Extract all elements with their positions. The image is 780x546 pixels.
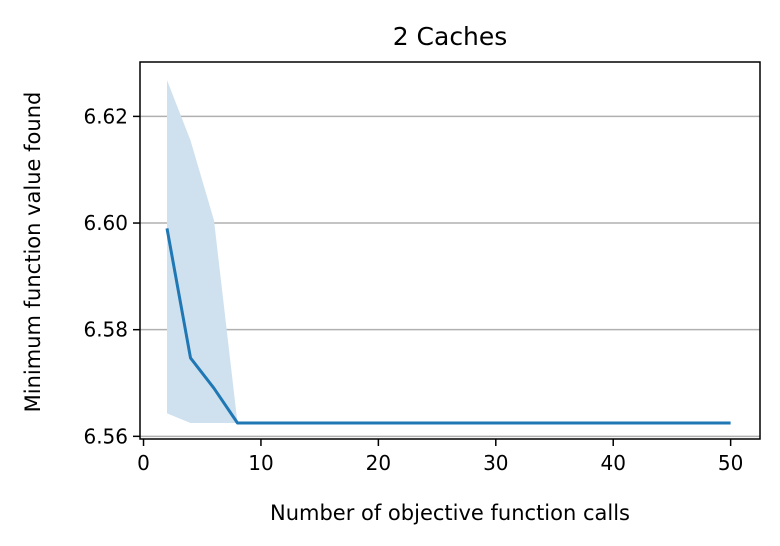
- axis-ticks: 6.56 6.58 6.60 6.62 0 10 20 30 40 50: [83, 104, 743, 475]
- plot-frame: [139, 61, 761, 440]
- x-tick-label: 30: [483, 451, 508, 475]
- plot-area: [165, 80, 731, 425]
- x-tick-label: 20: [366, 451, 391, 475]
- grid-lines: [140, 115, 760, 438]
- x-tick-label: 0: [137, 451, 150, 475]
- y-tick-label: 6.62: [83, 104, 128, 128]
- chart-title: 2 Caches: [393, 22, 508, 51]
- x-tick-label: 40: [600, 451, 625, 475]
- confidence-band: [167, 80, 731, 423]
- x-tick-label: 10: [248, 451, 273, 475]
- y-tick-label: 6.58: [83, 318, 128, 342]
- series-line: [165, 228, 731, 425]
- y-tick-label: 6.60: [83, 211, 128, 235]
- x-tick-label: 50: [718, 451, 743, 475]
- x-axis-label: Number of objective function calls: [270, 501, 630, 525]
- y-axis-label: Minimum function value found: [21, 92, 45, 413]
- y-tick-label: 6.56: [83, 424, 128, 448]
